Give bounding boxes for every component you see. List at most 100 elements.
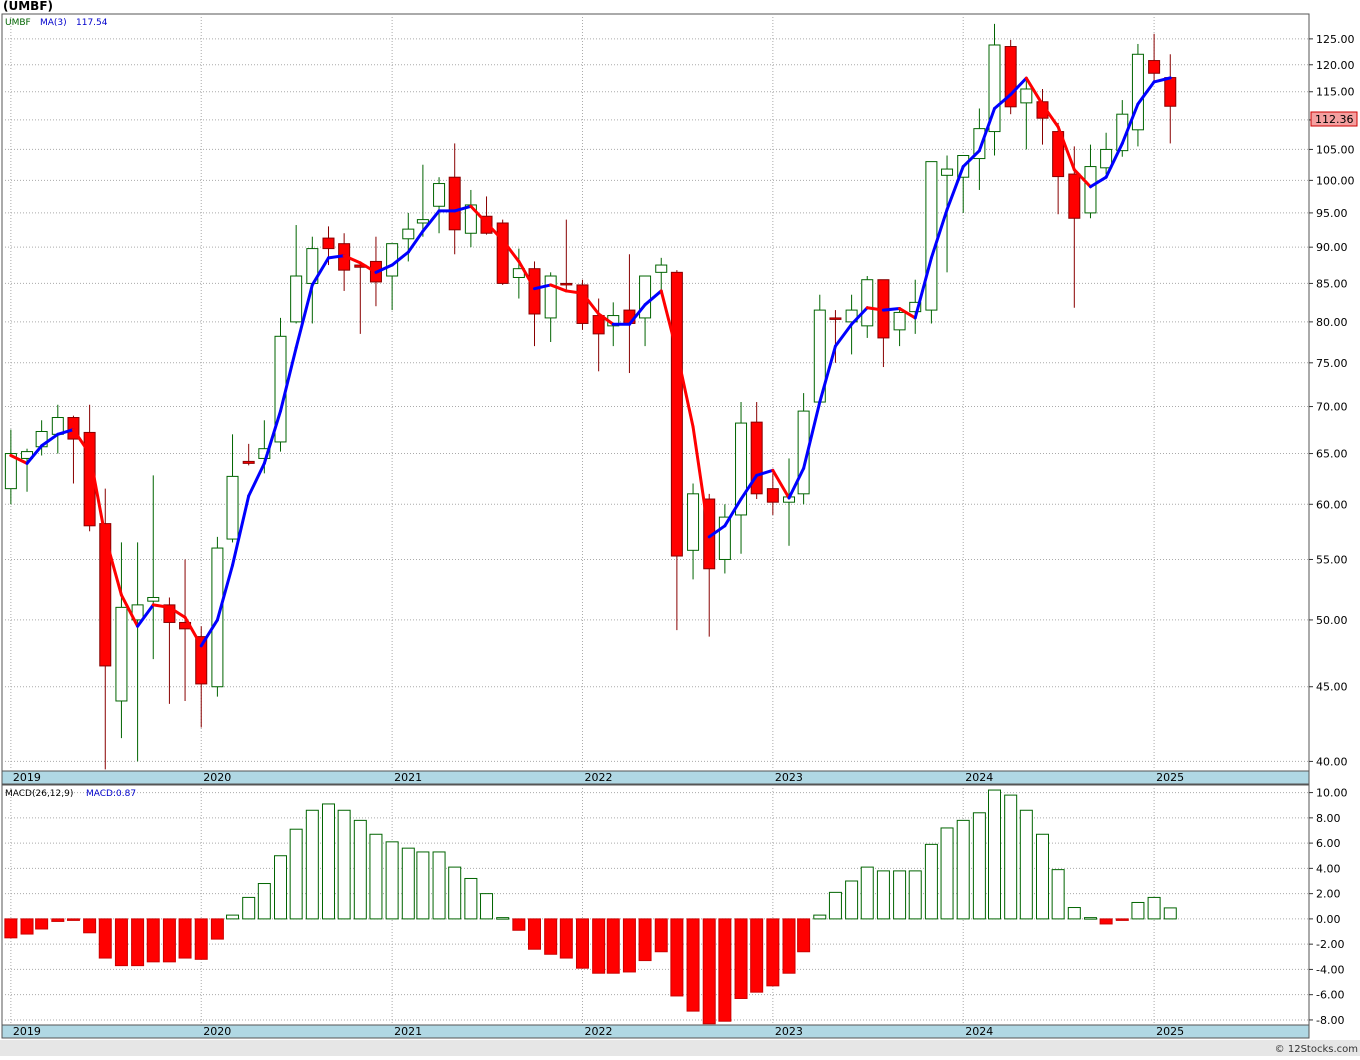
ma-segment xyxy=(453,204,473,213)
candle-body xyxy=(1020,88,1033,104)
macd-bar xyxy=(956,819,970,920)
macd-bar xyxy=(592,918,606,974)
macd-bar xyxy=(1131,901,1145,920)
candle-body xyxy=(988,44,1001,133)
candle-body xyxy=(226,475,239,540)
macd-bar xyxy=(988,789,1002,920)
macd-panel-frame xyxy=(1,784,1310,1026)
macd-bar xyxy=(766,918,780,987)
macd-bar xyxy=(20,918,34,935)
macd-x-tick-label: 2021 xyxy=(394,1025,422,1038)
candle-body xyxy=(1100,148,1113,169)
candle-body xyxy=(845,309,858,323)
ma-segment xyxy=(533,283,553,291)
macd-bar xyxy=(670,918,684,997)
macd-bar xyxy=(432,851,446,920)
candle-body xyxy=(925,161,938,311)
candle-body xyxy=(576,284,589,324)
macd-bar xyxy=(1051,869,1065,920)
macd-bar xyxy=(114,918,128,967)
price-x-tick-label: 2020 xyxy=(203,771,231,784)
macd-x-tick-label: 2024 xyxy=(965,1025,993,1038)
candle-body xyxy=(115,606,128,702)
ma-segment xyxy=(865,306,885,312)
macd-bar xyxy=(1115,918,1129,921)
price-y-tick-label: 105.00 xyxy=(1316,143,1355,156)
candle-body xyxy=(496,222,509,284)
candle-body xyxy=(797,410,810,495)
ma-segment xyxy=(787,466,806,500)
macd-bar xyxy=(369,833,383,920)
macd-bar xyxy=(924,843,938,920)
macd-bar xyxy=(908,870,922,920)
price-y-tick-label: 60.00 xyxy=(1316,498,1348,511)
macd-bar xyxy=(559,918,573,959)
candle-body xyxy=(861,279,874,327)
ma-segment xyxy=(1040,103,1060,129)
macd-y-tick-label: -4.00 xyxy=(1316,963,1344,976)
macd-bar xyxy=(1019,809,1033,920)
candle-body xyxy=(290,275,303,323)
candle-body xyxy=(242,460,255,464)
ma-segment xyxy=(390,250,410,267)
candle-body xyxy=(1148,60,1161,74)
ma-segment xyxy=(501,238,521,263)
ma-segment xyxy=(580,291,601,316)
price-y-tick-label: 95.00 xyxy=(1316,207,1348,220)
candle-body xyxy=(1004,46,1017,108)
ma-segment xyxy=(151,603,171,609)
macd-bar xyxy=(242,896,256,920)
macd-bar xyxy=(893,870,907,920)
ma-segment xyxy=(691,425,711,539)
macd-bar xyxy=(1163,907,1177,920)
ma-segment xyxy=(40,432,60,448)
macd-bar xyxy=(83,918,97,934)
macd-bar xyxy=(686,918,700,1012)
ma-segment xyxy=(374,263,394,274)
candle-body xyxy=(1084,166,1097,214)
macd-bar xyxy=(1147,896,1161,920)
macd-bar xyxy=(972,812,986,920)
macd-y-tick-label: -6.00 xyxy=(1316,989,1344,1002)
ma-segment xyxy=(977,107,997,153)
ma-segment xyxy=(659,289,679,354)
macd-bar xyxy=(464,877,478,920)
macd-bar xyxy=(638,918,652,962)
candle-body xyxy=(99,523,112,667)
candle-body xyxy=(131,604,144,621)
ma-segment xyxy=(262,409,283,465)
last-price-flag xyxy=(1310,111,1358,127)
ma-segment xyxy=(247,461,266,498)
price-y-tick-label: 80.00 xyxy=(1316,316,1348,329)
macd-bar xyxy=(321,803,335,920)
candle-body xyxy=(1052,131,1065,178)
ma-segment xyxy=(755,468,775,477)
candle-body xyxy=(163,604,176,623)
footer-band xyxy=(0,1040,1360,1056)
ma-segment xyxy=(723,497,743,528)
ma-legend-label: MA(3) xyxy=(40,18,67,28)
price-x-tick-label: 2019 xyxy=(13,771,41,784)
ma-segment xyxy=(771,468,791,500)
macd-bar xyxy=(622,918,636,973)
ma-segment xyxy=(1104,141,1124,179)
macd-bar xyxy=(194,918,208,960)
candle-body xyxy=(655,264,668,273)
ma-segment xyxy=(627,303,647,326)
macd-bar xyxy=(528,918,542,950)
ma-segment xyxy=(119,593,140,628)
ma-segment xyxy=(597,312,615,326)
macd-bar xyxy=(353,819,367,920)
ma-segment xyxy=(485,221,505,242)
macd-bar xyxy=(512,918,526,931)
candle-body xyxy=(893,311,906,331)
candle-body xyxy=(750,421,763,495)
candle-body xyxy=(147,596,160,602)
macd-y-tick-label: -2.00 xyxy=(1316,938,1344,951)
price-symbol-label: UMBF xyxy=(5,18,31,28)
macd-bar xyxy=(813,914,827,920)
price-y-tick-label: 85.00 xyxy=(1316,277,1348,290)
ma-segment xyxy=(850,306,869,326)
